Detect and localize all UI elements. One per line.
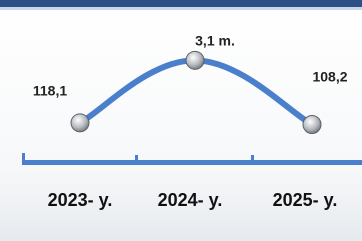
axis-tick [135,155,138,165]
data-label: 118,1 [33,83,67,99]
point [71,114,89,132]
data-label: 3,1 m. [195,33,235,49]
point [303,115,321,133]
top-bar-shadow [0,7,362,10]
x-tick-label: 2023- y. [48,190,113,210]
chart: 2023- y. 2024- y. 2025- y. 118,1 3,1 m. 108,2 [0,0,362,241]
data-label: 108,2 [312,69,347,85]
x-tick-label: 2024- y. [158,190,223,210]
page: 2023- y. 2024- y. 2025- y. 118,1 3,1 m. 108,2… [0,0,362,241]
axis-line [22,160,362,165]
axis-tick [22,153,25,165]
x-tick-label: 2025- y. [273,190,338,210]
top-bar [0,0,362,7]
axis-tick [251,155,254,165]
point [186,51,204,69]
